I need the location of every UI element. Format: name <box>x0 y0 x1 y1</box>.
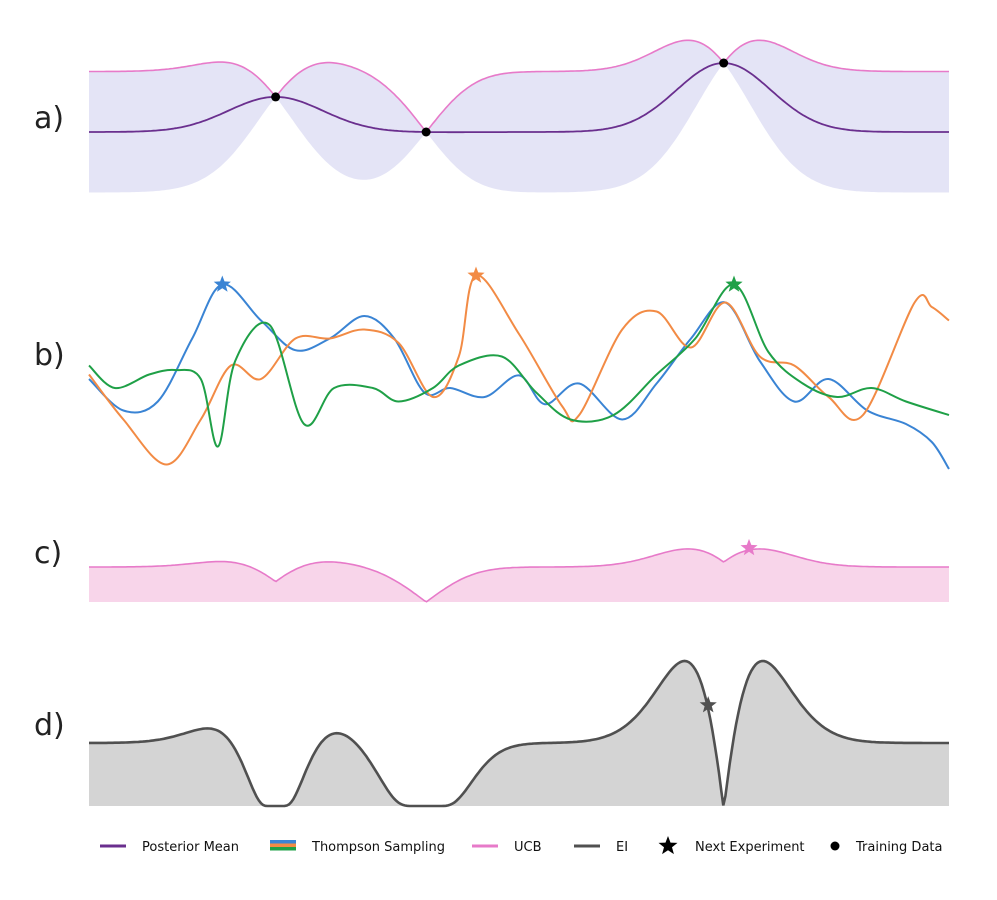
legend-swatch-thompson-3 <box>270 847 296 851</box>
training-point <box>421 127 431 137</box>
legend-item-ucb: UCB <box>472 840 542 855</box>
star-icon <box>213 275 231 292</box>
panel-label-a: a) <box>34 101 64 136</box>
panel-d-plot <box>89 659 949 808</box>
thompson-sample-2 <box>88 274 950 466</box>
legend-swatch-thompson-1 <box>270 840 296 844</box>
ei-area <box>89 661 949 806</box>
legend: Posterior Mean Thompson Sampling UCB EI … <box>100 836 942 855</box>
training-point <box>719 58 729 68</box>
legend-label-ei: EI <box>616 840 628 855</box>
training-point <box>271 92 281 102</box>
ucb-line <box>89 39 949 133</box>
star-icon <box>467 266 485 283</box>
legend-label-posterior-mean: Posterior Mean <box>142 840 239 855</box>
thompson-next-experiments <box>213 266 743 292</box>
star-icon <box>699 696 717 713</box>
thompson-sample-lines <box>88 274 950 470</box>
legend-label-ucb: UCB <box>514 840 542 855</box>
legend-item-thompson-sampling: Thompson Sampling <box>270 840 445 855</box>
star-icon <box>740 538 758 556</box>
legend-item-ei: EI <box>574 840 628 855</box>
ei-acquisition-line <box>89 659 949 808</box>
uncertainty-band <box>89 40 949 193</box>
thompson-sample-3 <box>88 283 950 448</box>
legend-label-training-data: Training Data <box>855 840 942 855</box>
ucb-acquisition-line <box>89 548 949 603</box>
legend-label-next-experiment: Next Experiment <box>695 840 805 855</box>
dot-icon <box>830 841 840 851</box>
star-icon <box>658 836 678 855</box>
panel-label-d: d) <box>34 708 65 743</box>
legend-label-thompson-sampling: Thompson Sampling <box>311 840 445 855</box>
panel-label-c: c) <box>34 536 62 571</box>
panel-c-plot <box>89 538 949 603</box>
legend-item-next-experiment: Next Experiment <box>658 836 805 855</box>
legend-item-posterior-mean: Posterior Mean <box>100 840 239 855</box>
panel-b-plot <box>88 266 950 470</box>
training-data-points <box>271 58 729 137</box>
posterior-mean-line <box>89 62 949 134</box>
thompson-sample-1 <box>88 283 950 470</box>
ucb-next-experiment <box>740 538 758 556</box>
ei-next-experiment <box>699 696 717 713</box>
panel-a-plot <box>89 39 949 193</box>
legend-item-training-data: Training Data <box>830 840 942 855</box>
ucb-area <box>89 548 949 602</box>
panel-label-b: b) <box>34 338 65 373</box>
star-icon <box>725 275 743 292</box>
legend-swatch-thompson-2 <box>270 843 296 847</box>
